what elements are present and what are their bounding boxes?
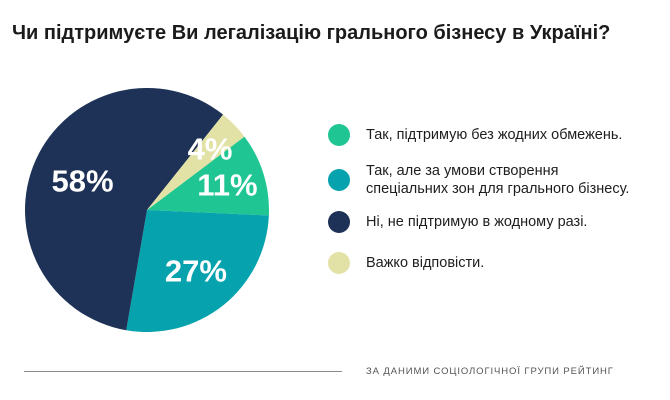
slice-label-hard-to-say: 4% [188,131,233,166]
pie-slice-hard-to-say [147,114,245,210]
pie-slice-do-not-support [25,88,224,331]
slice-label-do-not-support: 58% [51,164,113,199]
legend-item-support-special-zones: Так, але за умови створення спеціальних … [328,162,629,198]
legend-swatch [328,252,350,274]
legend-swatch [328,169,350,191]
source-note: ЗА ДАНИМИ СОЦІОЛОГІЧНОЇ ГРУПИ РЕЙТИНГ [366,366,614,377]
pie-slice-support-special-zones [126,210,269,333]
legend-label: Так, але за умови створення спеціальних … [366,163,630,197]
legend-item-support-no-restrictions: Так, підтримую без жодних обмежень. [328,124,622,146]
source-divider [24,371,342,372]
legend-item-hard-to-say: Важко відповісти. [328,252,484,274]
legend-swatch [328,124,350,146]
pie-slice-support-no-restrictions [147,136,269,216]
legend-label: Ні, не підтримую в жодному разі. [366,214,588,230]
legend-item-do-not-support: Ні, не підтримую в жодному разі. [328,211,587,233]
legend-label: Так, підтримую без жодних обмежень. [366,127,623,143]
chart-title: Чи підтримуєте Ви легалізацію грального … [12,22,611,44]
legend-label: Важко відповісти. [366,255,485,271]
slice-label-support-special-zones: 27% [165,253,227,288]
legend-swatch [328,211,350,233]
slice-label-support-no-restrictions: 11% [197,168,257,203]
